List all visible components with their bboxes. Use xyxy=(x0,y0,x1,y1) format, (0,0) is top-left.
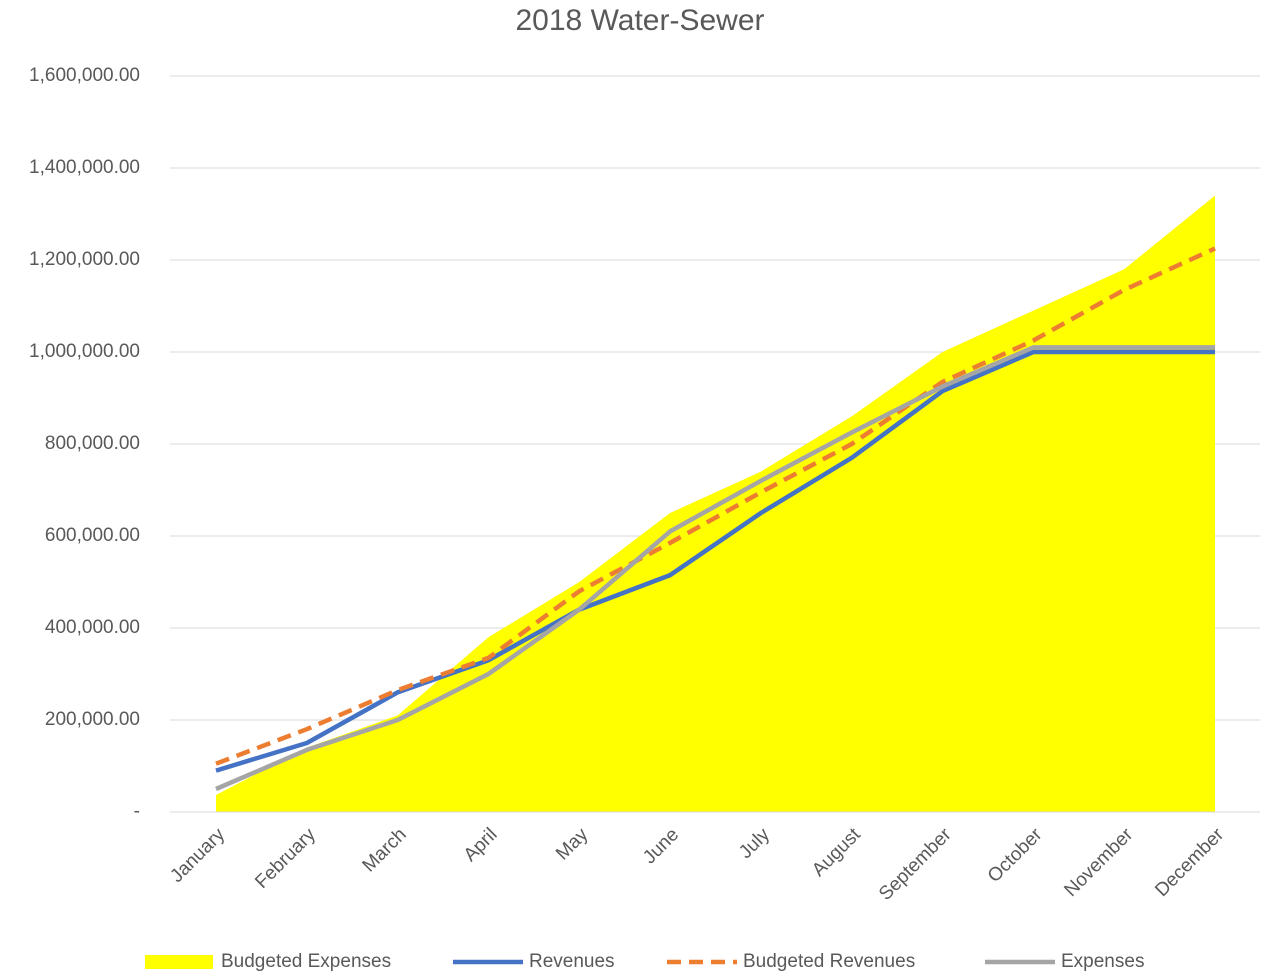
y-tick-label: 1,600,000.00 xyxy=(29,65,140,86)
x-tick-label: July xyxy=(735,824,774,863)
legend-label: Expenses xyxy=(1061,951,1144,972)
x-tick-label: October xyxy=(984,824,1047,887)
line xyxy=(215,345,1215,792)
legend-swatch xyxy=(145,955,213,969)
x-tick-label: November xyxy=(1060,824,1137,901)
line xyxy=(215,246,1216,766)
y-tick-label: 800,000.00 xyxy=(45,433,140,454)
x-tick-label: September xyxy=(875,824,956,905)
x-tick-label: May xyxy=(552,824,593,865)
x-tick-label: February xyxy=(251,824,320,893)
legend-label: Revenues xyxy=(529,951,615,972)
x-tick-label: December xyxy=(1151,824,1228,901)
x-tick-label: March xyxy=(359,824,411,876)
y-tick-label: 1,000,000.00 xyxy=(29,341,140,362)
y-tick-label: - xyxy=(134,801,140,822)
legend-label: Budgeted Revenues xyxy=(743,951,915,972)
legend-label: Budgeted Expenses xyxy=(221,951,391,972)
x-tick-label: April xyxy=(460,824,502,866)
x-tick-label: August xyxy=(808,824,865,881)
y-tick-label: 1,200,000.00 xyxy=(29,249,140,270)
line xyxy=(215,349,1215,773)
x-tick-label: June xyxy=(639,824,683,868)
chart-title: 2018 Water-Sewer xyxy=(516,4,765,37)
y-tick-label: 1,400,000.00 xyxy=(29,157,140,178)
y-tick-label: 400,000.00 xyxy=(45,617,140,638)
y-tick-label: 200,000.00 xyxy=(45,709,140,730)
x-tick-label: January xyxy=(166,824,229,887)
y-tick-label: 600,000.00 xyxy=(45,525,140,546)
